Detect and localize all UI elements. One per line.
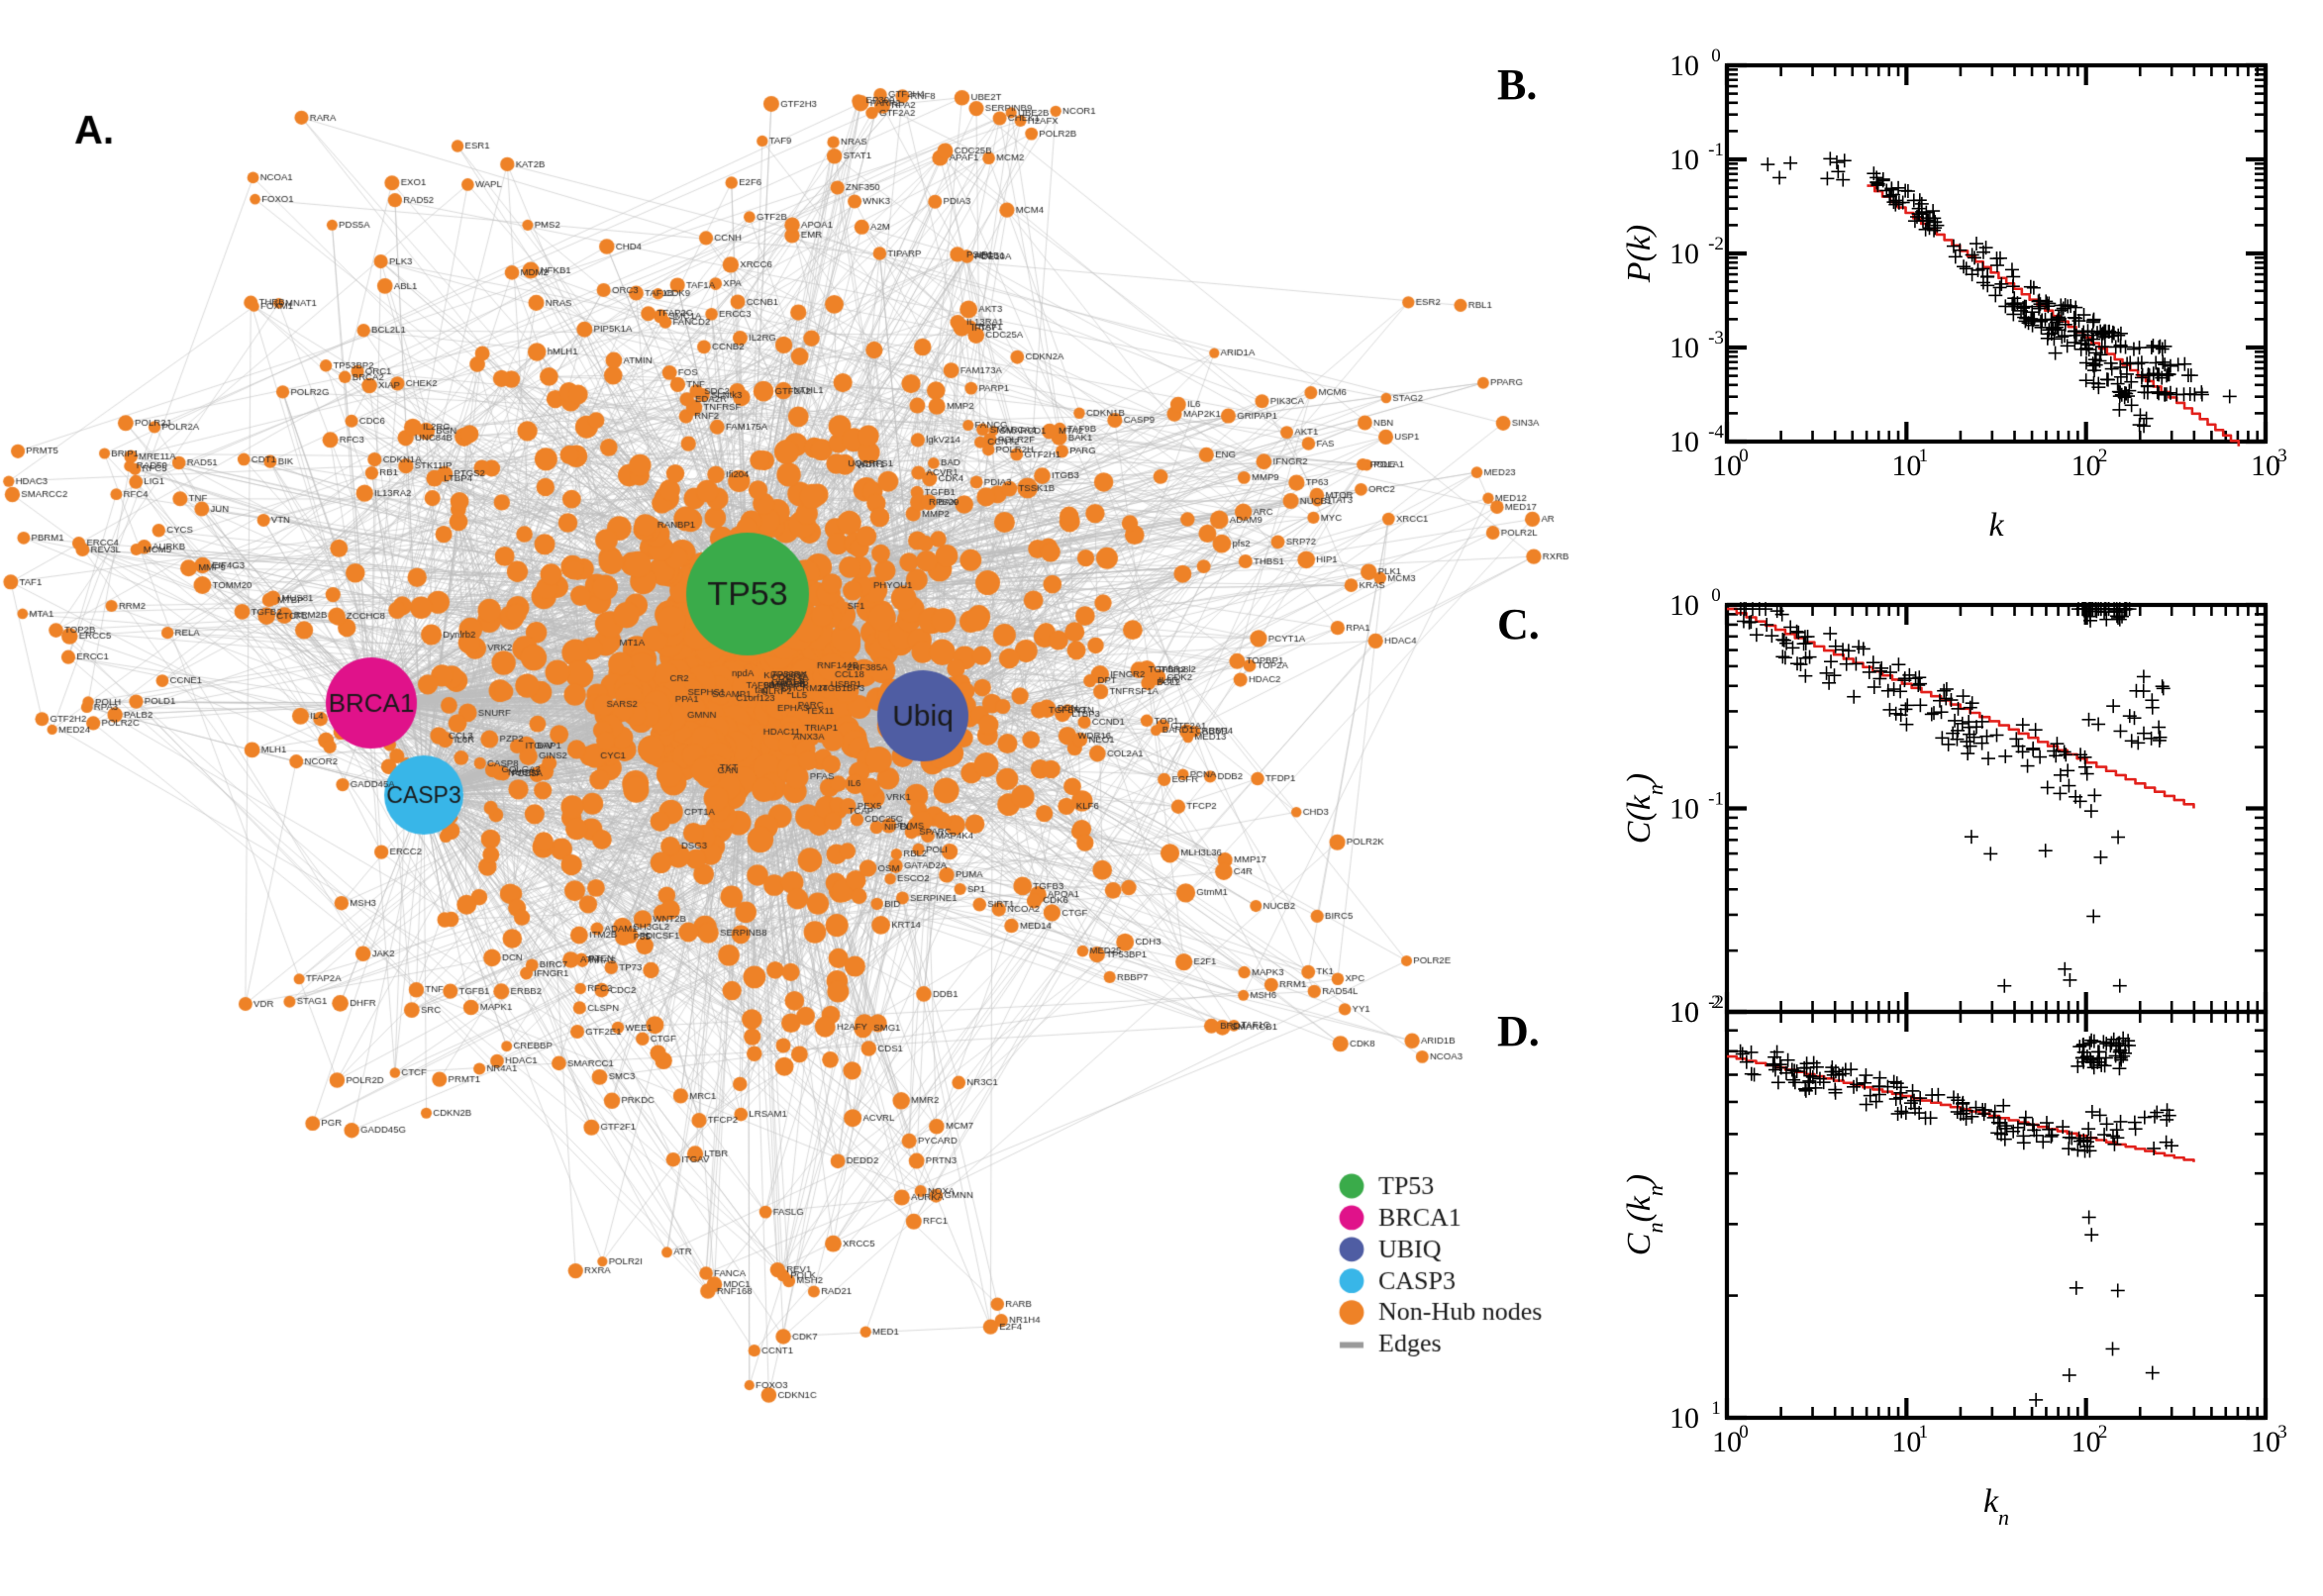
svg-text:D.: D. bbox=[1497, 1007, 1540, 1055]
svg-text:10: 10 bbox=[2251, 1426, 2280, 1458]
svg-text:B.: B. bbox=[1497, 60, 1537, 109]
svg-text:-1: -1 bbox=[1708, 789, 1724, 810]
svg-text:2: 2 bbox=[2098, 446, 2108, 466]
svg-text:10: 10 bbox=[1712, 1426, 1742, 1458]
svg-text:10: 10 bbox=[1891, 1426, 1921, 1458]
svg-text:10: 10 bbox=[1669, 426, 1699, 458]
svg-text:10: 10 bbox=[1891, 449, 1921, 482]
svg-text:10: 10 bbox=[1712, 449, 1742, 482]
svg-text:0: 0 bbox=[1711, 46, 1721, 66]
svg-text:1: 1 bbox=[1919, 1422, 1929, 1443]
svg-text:10: 10 bbox=[1669, 996, 1699, 1029]
svg-text:10: 10 bbox=[1669, 332, 1699, 364]
svg-text:2: 2 bbox=[2098, 1422, 2108, 1443]
svg-text:0: 0 bbox=[1739, 446, 1749, 466]
svg-text:10: 10 bbox=[1669, 144, 1699, 176]
svg-text:3: 3 bbox=[2277, 1422, 2287, 1443]
svg-text:2: 2 bbox=[1711, 992, 1721, 1013]
svg-text:10: 10 bbox=[1669, 1402, 1699, 1435]
svg-text:3: 3 bbox=[2277, 446, 2287, 466]
svg-text:10: 10 bbox=[2071, 449, 2101, 482]
svg-text:kn: kn bbox=[1983, 1483, 2009, 1530]
svg-text:0: 0 bbox=[1739, 1422, 1749, 1443]
svg-text:P(k): P(k) bbox=[1621, 225, 1658, 284]
svg-text:-2: -2 bbox=[1708, 234, 1724, 254]
svg-text:C.: C. bbox=[1497, 600, 1540, 648]
svg-text:10: 10 bbox=[1669, 589, 1699, 622]
svg-text:-1: -1 bbox=[1708, 140, 1724, 160]
svg-text:0: 0 bbox=[1711, 585, 1721, 606]
svg-text:1: 1 bbox=[1711, 1398, 1721, 1419]
svg-text:-4: -4 bbox=[1708, 422, 1724, 443]
svg-text:10: 10 bbox=[2251, 449, 2280, 482]
svg-text:10: 10 bbox=[1669, 793, 1699, 826]
svg-text:10: 10 bbox=[1669, 50, 1699, 82]
svg-text:C(kn): C(kn) bbox=[1621, 773, 1667, 844]
svg-text:k: k bbox=[1988, 507, 2004, 544]
svg-text:1: 1 bbox=[1919, 446, 1929, 466]
svg-text:10: 10 bbox=[2071, 1426, 2101, 1458]
svg-text:10: 10 bbox=[1669, 238, 1699, 270]
svg-text:Cn(kn): Cn(kn) bbox=[1621, 1174, 1667, 1255]
svg-text:-3: -3 bbox=[1708, 328, 1724, 349]
